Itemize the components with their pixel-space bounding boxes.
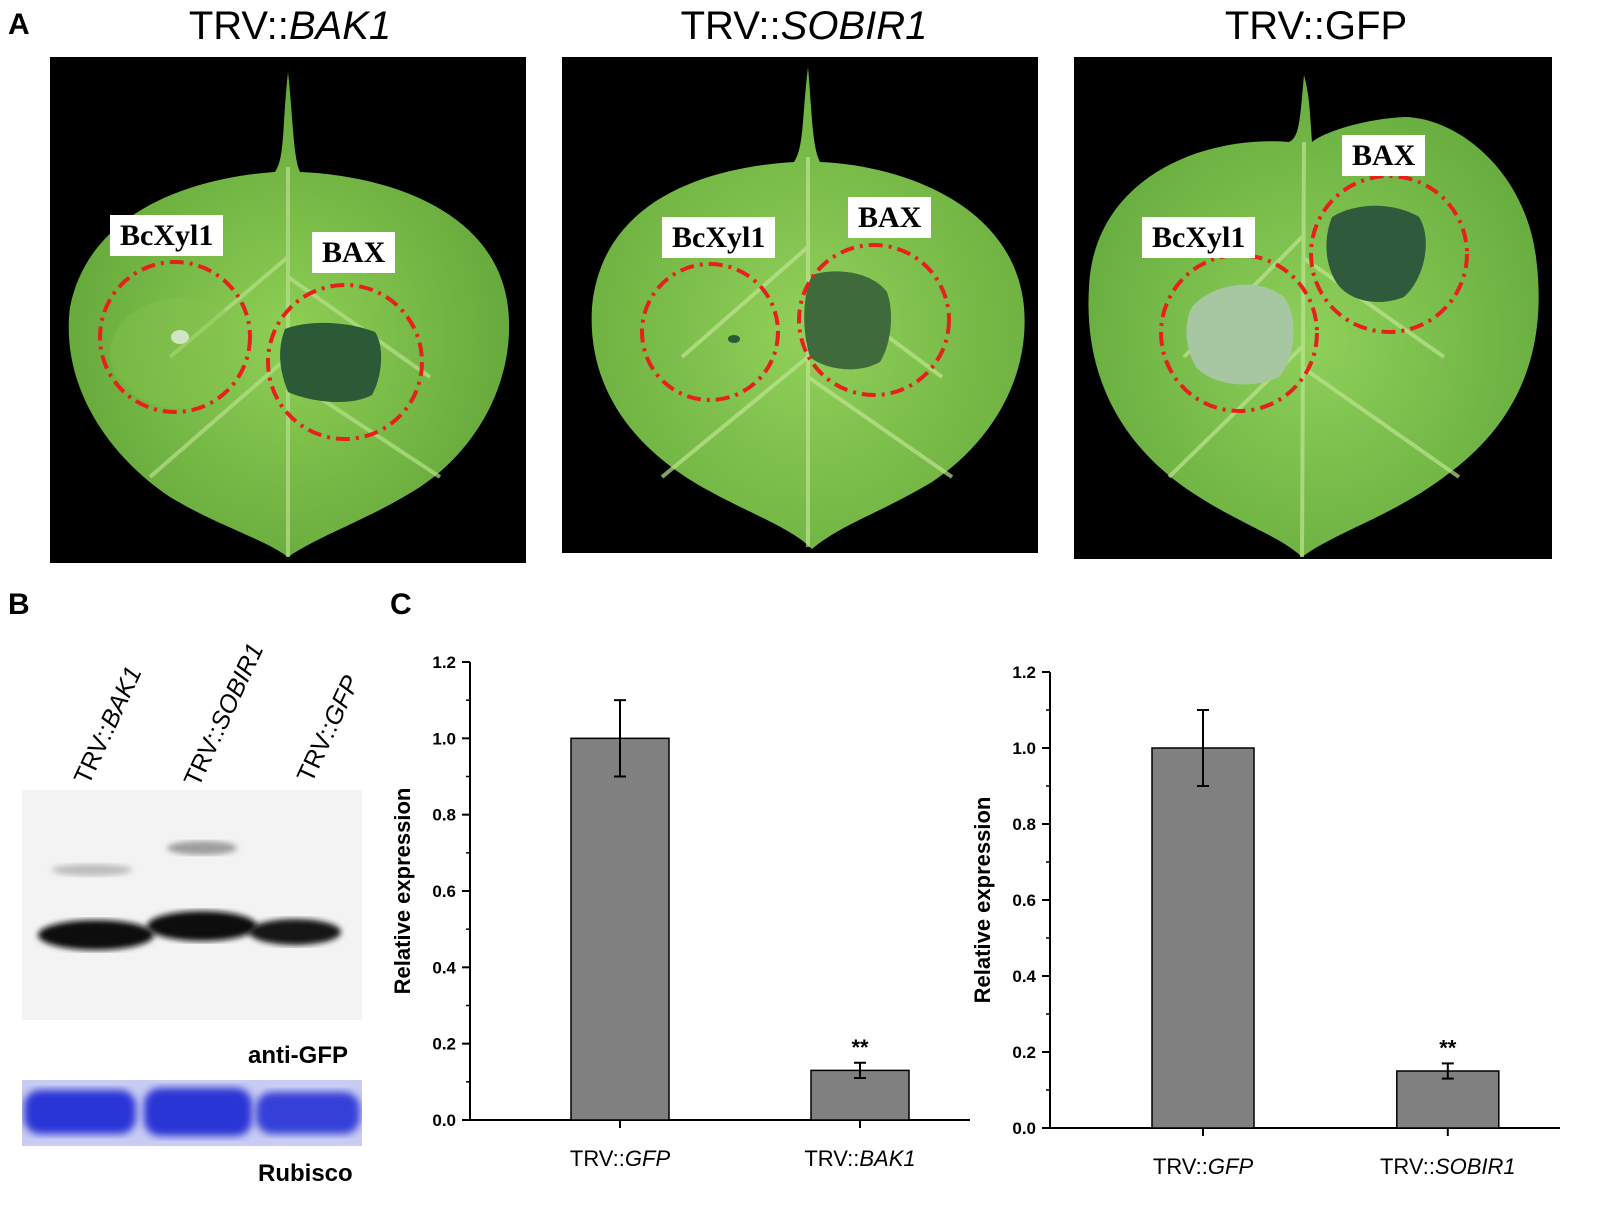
- lane-gene: SOBIR1: [205, 638, 270, 734]
- lane-prefix: TRV::: [291, 718, 344, 787]
- western-blot: [22, 790, 362, 1020]
- x-tick-label: TRV::SOBIR1: [1380, 1154, 1516, 1179]
- y-axis-label: Relative expression: [970, 797, 995, 1004]
- y-tick-label: 0.8: [1012, 815, 1036, 834]
- antibody-label: anti-GFP: [248, 1042, 348, 1069]
- y-tick-label: 0.2: [432, 1035, 456, 1054]
- x-tick-label: TRV::GFP: [570, 1146, 671, 1171]
- leaf-photo-sobir1: BcXyl1 BAX: [562, 57, 1038, 553]
- bar-chart-sobir1: 0.0 0.2 0.4 0.6 0.8 1.0 1.2 Relative expression…: [970, 663, 1560, 1179]
- lane-prefix: TRV::: [178, 722, 231, 791]
- significance-label: **: [1439, 1035, 1457, 1060]
- spot-label-bcxyl1: BcXyl1: [1142, 217, 1256, 258]
- panel-c-letter: C: [390, 588, 412, 621]
- bar: [1151, 747, 1255, 1129]
- lane-label-sobir1: TRV::SOBIR1: [179, 639, 270, 791]
- leaf-title-prefix: TRV::: [680, 4, 781, 48]
- panel-a-letter: A: [8, 8, 30, 41]
- spot-label-bax: BAX: [312, 232, 396, 273]
- y-tick-label: 1.2: [1012, 663, 1036, 682]
- leaf-title-sobir1: TRV::SOBIR1: [544, 4, 1064, 49]
- y-tick-label: 1.2: [432, 653, 456, 672]
- bar: [1396, 1070, 1500, 1129]
- leaf-image: [68, 72, 510, 557]
- y-tick-label: 1.0: [432, 729, 456, 748]
- panel-b-letter: B: [8, 588, 30, 621]
- y-tick-label: 0.6: [1012, 891, 1036, 910]
- loading-label: Rubisco: [258, 1160, 353, 1187]
- spot-label-bax: BAX: [1342, 135, 1426, 176]
- y-tick-label: 0.8: [432, 806, 456, 825]
- leaf-title-prefix: TRV::: [1224, 4, 1325, 48]
- bar: [570, 737, 670, 1121]
- x-tick-label: TRV::BAK1: [804, 1146, 915, 1171]
- y-tick-label: 0.0: [1012, 1119, 1036, 1138]
- leaf-image: [1088, 75, 1539, 558]
- y-tick-label: 0.6: [432, 882, 456, 901]
- lane-label-bak1: TRV::BAK1: [69, 662, 149, 789]
- spot-label-bax: BAX: [848, 197, 932, 238]
- leaf-title-prefix: TRV::: [188, 4, 289, 48]
- leaf-photo-bak1: BcXyl1 BAX: [50, 57, 526, 563]
- spot-label-bcxyl1: BcXyl1: [662, 217, 776, 258]
- y-axis-label: Relative expression: [390, 788, 415, 995]
- y-tick-label: 0.4: [432, 958, 456, 977]
- lane-prefix: TRV::: [68, 720, 121, 789]
- leaf-title-gene: SOBIR1: [780, 4, 928, 48]
- lane-gene: BAK1: [95, 662, 148, 732]
- blot-bands: [38, 841, 341, 950]
- bar-chart-bak1: 0.0 0.2 0.4 0.6 0.8 1.0 1.2 Relative expression…: [390, 653, 970, 1171]
- y-tick-label: 1.0: [1012, 739, 1036, 758]
- spot-label-bcxyl1: BcXyl1: [110, 215, 224, 256]
- significance-label: **: [851, 1035, 869, 1060]
- leaf-title-gfp: TRV::GFP: [1056, 4, 1576, 49]
- rubisco-stain: [22, 1080, 362, 1146]
- leaf-title-gene: GFP: [1324, 4, 1408, 48]
- leaf-image: [591, 67, 1025, 549]
- lane-label-gfp: TRV::GFP: [292, 671, 366, 787]
- y-tick-label: 0.0: [432, 1111, 456, 1130]
- x-tick-label: TRV::GFP: [1153, 1154, 1254, 1179]
- y-tick-label: 0.4: [1012, 967, 1036, 986]
- leaf-title-gene: BAK1: [288, 4, 392, 48]
- leaf-title-bak1: TRV::BAK1: [30, 4, 550, 49]
- rubisco-bands: [24, 1088, 360, 1136]
- lane-gene: GFP: [318, 671, 366, 730]
- leaf-photo-gfp: BcXyl1 BAX: [1074, 57, 1552, 559]
- y-tick-label: 0.2: [1012, 1043, 1036, 1062]
